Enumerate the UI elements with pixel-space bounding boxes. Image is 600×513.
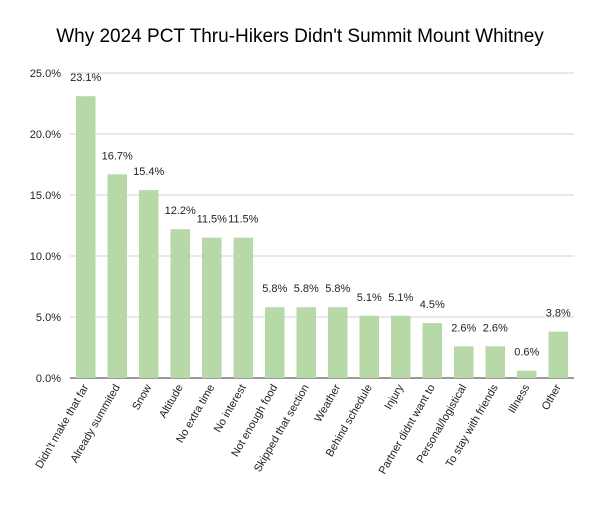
y-tick-label: 10.0% [30,251,61,263]
data-labels: 23.1%16.7%15.4%12.2%11.5% 11.5%5.8% 5.8% 5.… [70,72,571,359]
bar [233,237,254,378]
bar [516,370,537,378]
y-tick-label: 5.0% [36,312,61,324]
data-label: 5.8% [325,283,350,295]
y-tick-label: 0.0% [36,373,61,385]
bar [327,307,348,378]
data-label: 11.5% [228,214,259,226]
x-tick-label: Weather [312,382,343,424]
x-tick-label: Injury [383,382,407,412]
bar [548,331,569,378]
y-axis-ticks: 0.0% 5.0% 10.0% 15.0% 20.0% 25.0% [30,68,61,385]
data-label: 3.8% [546,308,571,320]
data-label: 16.7% [102,150,133,162]
bar [170,229,191,378]
x-tick-label: Partner didnt want to [377,383,438,477]
y-tick-label: 15.0% [30,190,61,202]
bar [390,315,411,378]
bar [138,190,159,378]
y-tick-label: 20.0% [30,129,61,141]
data-label: 5.1% [357,292,382,304]
bar [485,346,506,378]
data-label: 2.6% [451,322,476,334]
chart-title: Why 2024 PCT Thru-Hikers Didn't Summit M… [56,26,544,47]
data-label: 2.6% [483,322,508,334]
bar [359,315,380,378]
bar [264,307,285,378]
data-label: 5.1% [388,292,413,304]
bar [422,323,443,378]
bar [201,237,222,378]
data-label: 5.8% [294,283,319,295]
data-label: 0.6% [514,347,539,359]
data-label: 23.1% [70,72,101,84]
data-label: 15.4% [133,166,164,178]
bar [75,96,96,379]
x-tick-label: Snow [130,382,154,412]
data-label: 12.2% [165,205,196,217]
x-tick-label: Altitude [157,383,186,421]
x-tick-label: Illness [506,382,532,415]
bar [453,346,474,378]
data-label: 5.8% [262,283,287,295]
bars [75,96,569,379]
bar [107,174,128,378]
data-label: 4.5% [420,299,445,311]
bar [296,307,317,378]
data-label: 11.5% [197,214,228,226]
y-tick-label: 25.0% [30,68,61,80]
x-tick-label: Other [540,382,564,412]
